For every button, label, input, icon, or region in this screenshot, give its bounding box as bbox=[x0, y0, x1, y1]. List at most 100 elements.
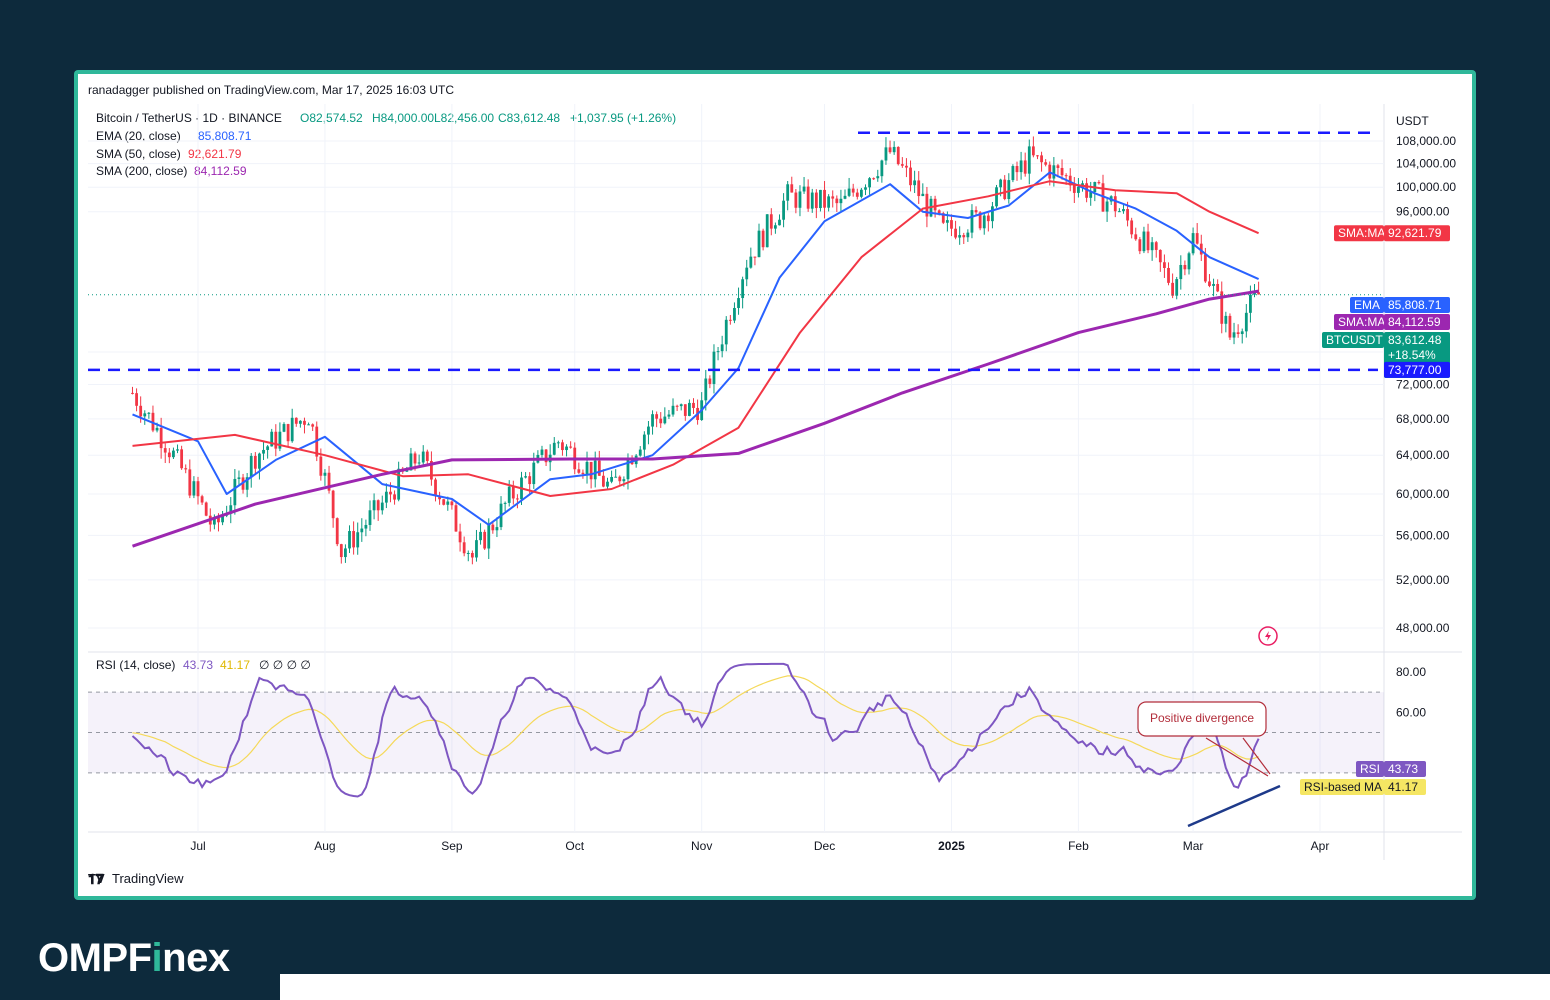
candle-body bbox=[757, 230, 761, 258]
candle-body bbox=[810, 192, 814, 209]
candle-body bbox=[839, 198, 843, 204]
svg-text:+18.54%: +18.54% bbox=[1388, 348, 1436, 362]
legend-ema-label[interactable]: EMA (20, close) bbox=[96, 129, 181, 143]
candle-body bbox=[655, 414, 659, 419]
candle-body bbox=[618, 476, 622, 482]
candle-body bbox=[524, 476, 527, 478]
candle-body bbox=[151, 412, 155, 431]
candle-body bbox=[1134, 234, 1138, 240]
flash-icon[interactable] bbox=[1258, 626, 1278, 646]
candle-body bbox=[1113, 196, 1117, 212]
candle-body bbox=[1077, 186, 1080, 193]
candle-body bbox=[782, 200, 785, 220]
candle-body bbox=[1253, 292, 1256, 295]
legend-sma200-label[interactable]: SMA (200, close) bbox=[96, 164, 187, 178]
candle-body bbox=[352, 531, 356, 548]
candle-body bbox=[286, 424, 290, 442]
rsi-ma-name-tag: RSI-based MA bbox=[1300, 779, 1384, 795]
candle-body bbox=[773, 225, 777, 229]
candle-body bbox=[155, 427, 159, 431]
price-tick-label: 68,000.00 bbox=[1396, 412, 1450, 426]
candlestick-series bbox=[131, 136, 1261, 565]
candle-body bbox=[638, 449, 642, 456]
legend-sma50-label[interactable]: SMA (50, close) bbox=[96, 147, 181, 161]
candle-body bbox=[1240, 331, 1244, 335]
candle-body bbox=[577, 469, 581, 473]
candle-body bbox=[925, 193, 929, 217]
candle-body bbox=[733, 307, 736, 321]
candle-body bbox=[364, 524, 368, 529]
candle-body bbox=[962, 235, 966, 238]
candle-body bbox=[221, 515, 224, 523]
candle-body bbox=[360, 528, 364, 533]
sma200-value-tag: 84,112.59 bbox=[1384, 314, 1450, 330]
candle-body bbox=[1097, 182, 1101, 184]
candle-body bbox=[253, 455, 257, 469]
candle-body bbox=[475, 540, 478, 558]
candle-body bbox=[966, 232, 970, 238]
candle-body bbox=[581, 472, 585, 475]
candle-body bbox=[405, 470, 409, 472]
candle-body bbox=[1183, 264, 1187, 270]
time-tick-label: Oct bbox=[565, 839, 584, 853]
candle-body bbox=[970, 210, 974, 233]
chart-canvas: ranadagger published on TradingView.com,… bbox=[88, 83, 1462, 887]
candle-body bbox=[913, 180, 917, 186]
rsi-legend-label[interactable]: RSI (14, close) bbox=[96, 658, 175, 672]
ohlc-open: O82,574.52 bbox=[300, 111, 363, 125]
candle-body bbox=[728, 319, 732, 321]
svg-text:85,808.71: 85,808.71 bbox=[1388, 298, 1442, 312]
candle-body bbox=[438, 496, 442, 500]
candle-body bbox=[778, 219, 781, 226]
candle-body bbox=[1117, 211, 1121, 213]
candle-body bbox=[982, 215, 986, 229]
time-tick-label: Jul bbox=[190, 839, 205, 853]
candle-body bbox=[1179, 264, 1183, 280]
candle-body bbox=[991, 206, 994, 222]
candle-body bbox=[274, 431, 278, 449]
svg-text:43.73: 43.73 bbox=[1388, 762, 1418, 776]
candle-body bbox=[1003, 179, 1007, 199]
candle-body bbox=[327, 472, 331, 491]
candle-body bbox=[319, 456, 323, 476]
price-tick-label: 52,000.00 bbox=[1396, 573, 1450, 587]
candle-body bbox=[233, 478, 237, 506]
svg-text:SMA:MA: SMA:MA bbox=[1338, 315, 1385, 329]
candle-body bbox=[724, 319, 728, 345]
candle-body bbox=[1052, 165, 1056, 179]
candle-body bbox=[1011, 166, 1015, 181]
candle-body bbox=[176, 449, 179, 451]
tradingview-logo[interactable]: 𝟏𝟕 TV TradingView bbox=[88, 871, 184, 887]
currency-label[interactable]: USDT bbox=[1396, 114, 1429, 128]
rsi-ma-value-tag: 41.17 bbox=[1384, 779, 1426, 795]
candle-body bbox=[532, 462, 536, 485]
candle-body bbox=[425, 451, 429, 461]
candle-body bbox=[819, 189, 822, 209]
candle-body bbox=[978, 212, 982, 229]
candle-body bbox=[798, 191, 802, 208]
divergence-trendline[interactable] bbox=[1187, 784, 1281, 828]
candle-body bbox=[806, 186, 810, 209]
candle-body bbox=[876, 176, 880, 179]
candle-body bbox=[712, 351, 716, 384]
rsi-value-tag: 43.73 bbox=[1384, 761, 1426, 777]
annotation-pointer bbox=[1242, 737, 1271, 775]
candle-body bbox=[188, 469, 192, 496]
ohlc-close: C83,612.48 bbox=[498, 111, 560, 125]
svg-text:41.17: 41.17 bbox=[1388, 780, 1418, 794]
positive-divergence-annotation[interactable]: Positive divergence bbox=[1137, 701, 1267, 737]
time-tick-label: Dec bbox=[814, 839, 835, 853]
candle-body bbox=[814, 192, 818, 209]
candle-body bbox=[507, 486, 511, 503]
candle-body bbox=[1027, 146, 1031, 174]
rsi-ma-legend-value: 41.17 bbox=[220, 658, 250, 672]
candle-body bbox=[1224, 315, 1228, 324]
ema-name-tag: EMA bbox=[1350, 297, 1384, 313]
candle-body bbox=[995, 187, 998, 207]
candle-body bbox=[692, 402, 695, 408]
candle-body bbox=[1171, 282, 1175, 296]
candle-body bbox=[184, 468, 188, 470]
price-tick-label: 48,000.00 bbox=[1396, 621, 1450, 635]
candle-body bbox=[245, 477, 249, 490]
candle-body bbox=[495, 527, 499, 531]
